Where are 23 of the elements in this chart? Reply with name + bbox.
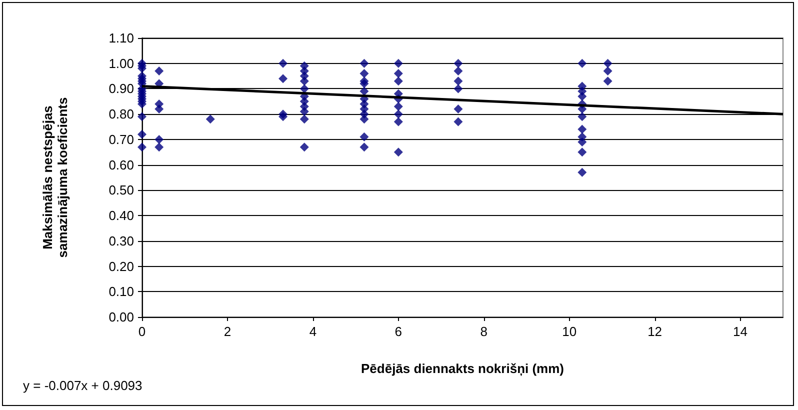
y-tick-label: 0.20 (108, 258, 134, 274)
y-tick-label: 0.30 (108, 233, 134, 248)
y-tick-label: 0.60 (108, 157, 134, 172)
y-tick-label: 0.10 (108, 284, 134, 300)
x-tick-label: 12 (648, 324, 662, 339)
x-tick-label: 0 (138, 324, 146, 339)
x-tick-label: 2 (224, 324, 232, 339)
y-tick-label: 0.80 (108, 106, 134, 122)
x-tick-label: 6 (394, 324, 402, 339)
y-tick-label: 0.70 (108, 132, 134, 147)
x-tick-label: 8 (480, 324, 488, 339)
x-tick-label: 14 (733, 324, 748, 339)
text: y = -0.007x + 0.9093 (23, 378, 142, 393)
y-tick-label: 0.50 (108, 182, 134, 198)
x-tick-label: 4 (309, 324, 317, 339)
x-tick-label: 10 (562, 324, 577, 339)
y-tick-label: 0.90 (108, 81, 134, 96)
y-tick-label: 0.00 (108, 310, 134, 324)
x-axis-title: Pēdējās diennakts nokrišņi (mm) (360, 361, 564, 376)
y-tick-label: 0.40 (108, 208, 134, 224)
y-axis-title: Maksimālās nestspējas samazinājuma koeficients (40, 97, 70, 258)
y-tick-label: 1.10 (108, 30, 134, 46)
y-tick-label: 1.00 (108, 56, 134, 71)
